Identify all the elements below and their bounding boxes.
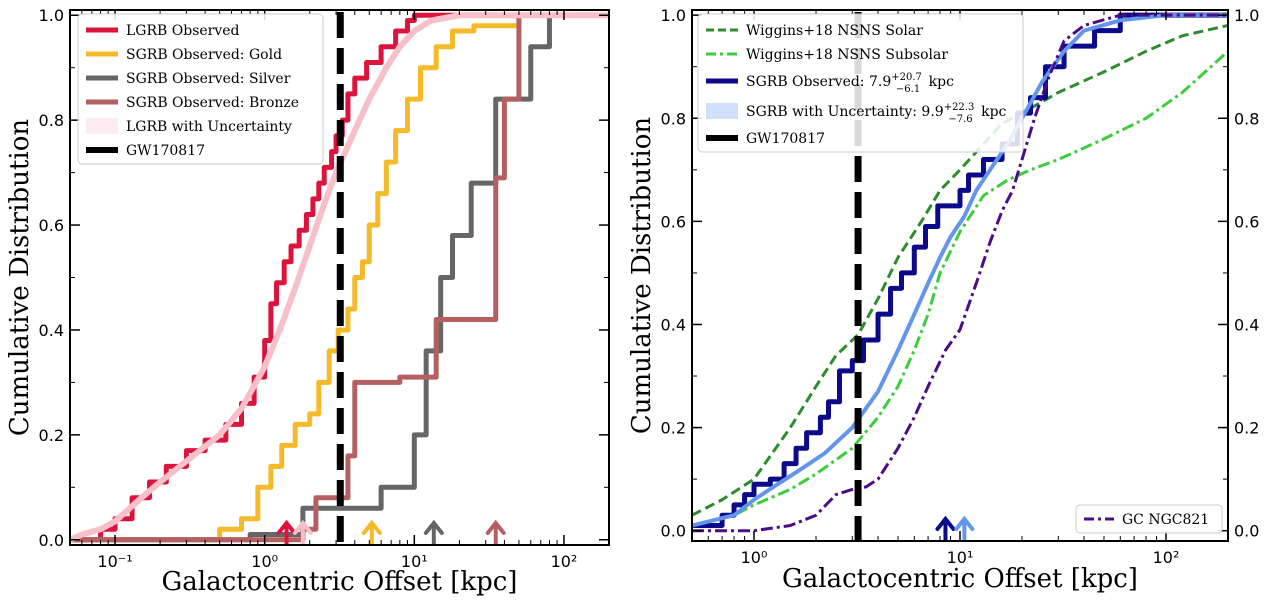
y-tick-label: 1.0 (661, 6, 686, 25)
x-tick-label: 10⁻¹ (97, 552, 132, 571)
x-tick-label: 10⁰ (741, 548, 768, 567)
series-sgrb-observed-bronze-line (70, 12, 609, 543)
x-tick-label: 10² (551, 552, 578, 571)
x-axis-title: Galactocentric Offset [kpc] (162, 567, 518, 597)
legend-label-lgrb-with-uncertainty: LGRB with Uncertainty (126, 119, 292, 135)
legend-label-gw170817: GW170817 (746, 131, 825, 147)
y-tick-label-right: 0.4 (1234, 315, 1259, 334)
series-lgrb-observed-line (81, 12, 609, 543)
y-tick-label: 0.2 (661, 419, 686, 438)
median-arrow-0 (276, 519, 297, 544)
y-tick-label: 0.0 (661, 522, 686, 541)
legend-label-lgrb-observed: LGRB Observed (126, 23, 240, 39)
median-arrow-4 (485, 519, 506, 544)
y-tick-label: 0.0 (39, 531, 64, 550)
y-tick-label: 0.8 (661, 109, 686, 128)
arrow-head (361, 519, 382, 535)
legend-box (77, 13, 324, 165)
median-arrow-1 (954, 515, 975, 540)
y-tick-label-right: 0.0 (1234, 522, 1259, 541)
legend-label-gw170817: GW170817 (126, 143, 205, 159)
legend-secondary: GC NGC821 (1075, 504, 1223, 534)
series-sgrb-observed-gold-line (70, 12, 609, 543)
legend-label-wiggins-18-nsns-subsolar: Wiggins+18 NSNS Subsolar (746, 47, 948, 63)
legend: Wiggins+18 NSNS Solar Wiggins+18 NSNS Sub… (697, 13, 1024, 153)
plot-area (692, 12, 1228, 541)
x-tick-label: 10¹ (947, 548, 974, 567)
series-wiggins-18-nsns-solar-line (692, 24, 1228, 517)
arrow-head (292, 519, 313, 535)
y-tick-label-right: 0.8 (1234, 109, 1259, 128)
y-tick-label: 0.6 (661, 212, 686, 231)
median-arrow-3 (423, 519, 444, 544)
y-tick-label-right: 1.0 (1234, 6, 1259, 25)
x-tick-label: 10⁰ (251, 552, 278, 571)
arrow-head (423, 519, 444, 535)
y-axis-title: Cumulative Distribution (627, 117, 657, 434)
series-lgrb-with-uncertainty-line (70, 12, 609, 543)
series-sgrb-observed-silver-line (70, 12, 609, 543)
right-chart-panel: 0.0 0.0 0.2 0.2 0.4 0.4 0.6 0.6 0.8 0.8 1.0 1.0 10⁰ 1… (627, 6, 1259, 594)
y-tick-label: 0.6 (39, 216, 64, 235)
arrow-head (954, 515, 975, 531)
series-gc-ngc821-line (692, 13, 1228, 533)
x-axis-title: Galactocentric Offset [kpc] (782, 564, 1138, 594)
legend-label-sgrb-observed-bronze: SGRB Observed: Bronze (126, 95, 299, 111)
y-tick-label: 1.0 (39, 6, 64, 25)
legend-label-wiggins-18-nsns-solar: Wiggins+18 NSNS Solar (746, 23, 923, 39)
legend-box (697, 13, 1024, 153)
y-tick-label: 0.4 (39, 321, 64, 340)
legend-label-sgrb-observed-7-9-kpc: SGRB Observed: 7.9+20.7 −6.1 kpc (746, 72, 954, 95)
legend-swatch (86, 118, 118, 134)
y-tick-label: 0.2 (39, 426, 64, 445)
series-sgrb-observed-7-9-kpc-line (692, 12, 1228, 529)
arrow-head (276, 519, 297, 535)
legend-handle-lgrb-with-uncertainty (86, 118, 118, 134)
legend-handle-sgrb-with-uncertainty-9-9-kpc (706, 103, 738, 119)
median-arrow-2 (361, 519, 382, 544)
legend: LGRB Observed SGRB Observed: Gold SGRB Obs… (77, 13, 324, 165)
left-chart-panel: 0.0 0.2 0.4 0.6 0.8 1.0 10⁻¹ 10⁰ 10¹ 10² Galactoce… (5, 6, 610, 597)
median-arrow-0 (935, 515, 956, 540)
series-wiggins-18-nsns-subsolar-line (692, 50, 1228, 527)
arrow-head (935, 515, 956, 531)
y-axis-title: Cumulative Distribution (5, 119, 35, 436)
x-tick-label: 10¹ (401, 552, 428, 571)
legend-label-sgrb-observed-gold: SGRB Observed: Gold (126, 47, 282, 63)
legend-box (1075, 504, 1223, 534)
plot-area (70, 12, 609, 545)
x-tick-label: 10² (1153, 548, 1180, 567)
series-sgrb-with-uncertainty-9-9-kpc-line (692, 13, 1228, 528)
y-tick-label-right: 0.6 (1234, 212, 1259, 231)
arrow-head (485, 519, 506, 535)
legend-label-sgrb-observed-silver: SGRB Observed: Silver (126, 71, 291, 87)
median-arrow-1 (292, 519, 313, 544)
legend-label-sgrb-with-uncertainty-9-9-kpc: SGRB with Uncertainty: 9.9+22.3 −7.6 kpc (746, 102, 1007, 125)
y-tick-label: 0.8 (39, 111, 64, 130)
y-tick-label: 0.4 (661, 315, 686, 334)
y-tick-label-right: 0.2 (1234, 419, 1259, 438)
legend-label-gc-ngc821: GC NGC821 (1122, 512, 1209, 528)
legend-swatch (706, 103, 738, 119)
